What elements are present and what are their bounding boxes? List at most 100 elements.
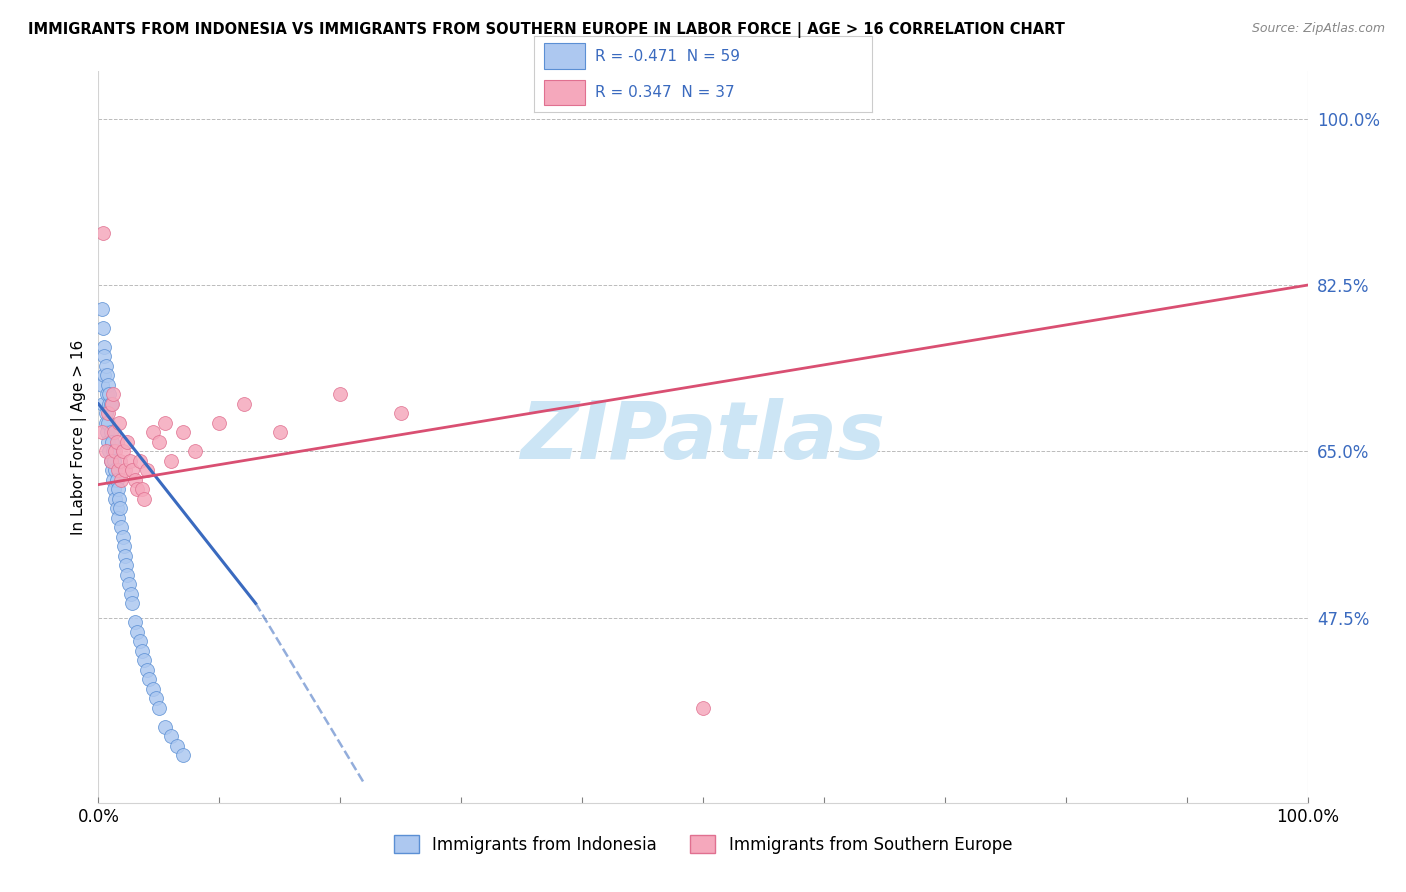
- Point: [93, 340, 115, 354]
- Point: [111, 530, 134, 544]
- Point: [103, 483, 125, 497]
- Point: [91, 301, 114, 316]
- Point: [94, 359, 117, 373]
- Legend: Immigrants from Indonesia, Immigrants from Southern Europe: Immigrants from Indonesia, Immigrants fr…: [387, 829, 1019, 860]
- Point: [127, 624, 149, 639]
- Point: [131, 644, 153, 658]
- Point: [145, 691, 167, 706]
- Point: [172, 425, 194, 440]
- Point: [134, 491, 156, 506]
- Point: [118, 454, 141, 468]
- Text: R = -0.471  N = 59: R = -0.471 N = 59: [595, 49, 740, 63]
- Point: [97, 406, 120, 420]
- Point: [104, 491, 127, 506]
- Point: [100, 454, 122, 468]
- Point: [134, 653, 156, 667]
- Point: [103, 454, 125, 468]
- Point: [91, 321, 114, 335]
- Point: [232, 397, 254, 411]
- Point: [114, 463, 136, 477]
- Point: [94, 406, 117, 420]
- Point: [166, 739, 188, 753]
- Point: [124, 615, 146, 630]
- Point: [117, 567, 139, 582]
- Point: [94, 444, 117, 458]
- Point: [101, 444, 124, 458]
- Point: [100, 425, 122, 440]
- Point: [131, 483, 153, 497]
- Point: [160, 454, 183, 468]
- Point: [148, 434, 170, 449]
- Point: [93, 368, 115, 383]
- Text: Source: ZipAtlas.com: Source: ZipAtlas.com: [1251, 22, 1385, 36]
- Point: [124, 473, 146, 487]
- Point: [98, 397, 121, 411]
- Point: [91, 425, 114, 440]
- Point: [110, 473, 132, 487]
- Point: [208, 416, 231, 430]
- Point: [114, 549, 136, 563]
- Point: [101, 473, 124, 487]
- Point: [118, 577, 141, 591]
- Point: [153, 416, 176, 430]
- Point: [105, 473, 128, 487]
- Point: [98, 444, 121, 458]
- Point: [107, 483, 129, 497]
- Point: [121, 596, 143, 610]
- Text: IMMIGRANTS FROM INDONESIA VS IMMIGRANTS FROM SOUTHERN EUROPE IN LABOR FORCE | AG: IMMIGRANTS FROM INDONESIA VS IMMIGRANTS …: [28, 22, 1064, 38]
- Point: [100, 397, 122, 411]
- Point: [108, 454, 131, 468]
- Point: [135, 663, 157, 677]
- Point: [101, 387, 124, 401]
- Point: [100, 434, 122, 449]
- Point: [100, 397, 122, 411]
- Point: [111, 444, 134, 458]
- Point: [269, 425, 291, 440]
- Point: [117, 434, 139, 449]
- Point: [128, 634, 150, 648]
- Point: [93, 349, 115, 363]
- Point: [389, 406, 412, 420]
- Point: [100, 463, 122, 477]
- Point: [96, 387, 118, 401]
- Point: [142, 681, 165, 696]
- Point: [184, 444, 207, 458]
- Point: [96, 368, 118, 383]
- Point: [329, 387, 352, 401]
- Point: [115, 558, 138, 573]
- Point: [91, 397, 114, 411]
- Point: [104, 463, 127, 477]
- Point: [97, 434, 120, 449]
- Point: [91, 377, 114, 392]
- Text: R = 0.347  N = 37: R = 0.347 N = 37: [595, 85, 735, 100]
- Point: [135, 463, 157, 477]
- Point: [120, 587, 142, 601]
- Point: [110, 520, 132, 534]
- Point: [172, 748, 194, 763]
- Point: [153, 720, 176, 734]
- Point: [112, 539, 135, 553]
- Point: [91, 226, 114, 240]
- Point: [107, 463, 129, 477]
- Point: [160, 729, 183, 743]
- Point: [97, 416, 120, 430]
- Text: ZIPatlas: ZIPatlas: [520, 398, 886, 476]
- Point: [138, 673, 160, 687]
- Point: [100, 454, 122, 468]
- Point: [108, 416, 131, 430]
- Y-axis label: In Labor Force | Age > 16: In Labor Force | Age > 16: [72, 340, 87, 534]
- FancyBboxPatch shape: [544, 79, 585, 105]
- Point: [97, 377, 120, 392]
- FancyBboxPatch shape: [544, 44, 585, 69]
- Point: [692, 701, 714, 715]
- Point: [128, 454, 150, 468]
- Point: [94, 416, 117, 430]
- Point: [108, 491, 131, 506]
- Point: [98, 387, 121, 401]
- Point: [105, 434, 128, 449]
- Point: [108, 501, 131, 516]
- Point: [96, 425, 118, 440]
- Point: [148, 701, 170, 715]
- Point: [104, 444, 127, 458]
- Point: [121, 463, 143, 477]
